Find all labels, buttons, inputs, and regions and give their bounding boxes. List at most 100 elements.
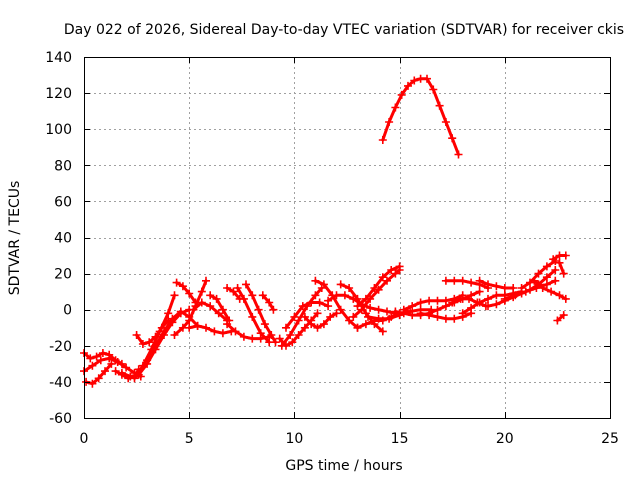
data-point	[277, 341, 286, 350]
data-point	[248, 312, 257, 321]
data-point	[336, 280, 345, 289]
y-tick-label: 120	[45, 86, 72, 102]
data-point	[378, 273, 387, 282]
series-line	[82, 356, 143, 378]
data-point	[288, 338, 297, 347]
data-point	[448, 298, 457, 307]
data-point	[126, 372, 135, 381]
data-point	[410, 76, 419, 85]
y-tick-label: 80	[54, 158, 72, 174]
data-point	[387, 266, 396, 274]
data-point	[138, 340, 147, 348]
data-point	[256, 329, 265, 338]
data-point	[454, 150, 463, 159]
data-point	[332, 309, 341, 318]
data-point	[374, 314, 383, 323]
data-point	[423, 74, 431, 83]
data-point	[456, 294, 465, 303]
data-point	[88, 379, 97, 388]
data-point	[391, 103, 400, 112]
data-point	[433, 305, 442, 314]
data-point	[429, 85, 438, 94]
series-arc-10	[170, 276, 210, 339]
y-tick-label: 140	[45, 50, 72, 66]
data-point	[383, 276, 391, 285]
data-point	[96, 356, 105, 365]
series-arc-37	[475, 276, 518, 292]
data-point	[107, 359, 116, 368]
data-point	[206, 291, 215, 300]
data-point	[111, 367, 120, 376]
data-point	[290, 312, 299, 321]
data-point	[313, 309, 322, 318]
x-tick-label: 15	[391, 431, 409, 447]
data-point	[172, 278, 181, 287]
data-point	[559, 311, 568, 320]
data-point	[416, 309, 425, 318]
data-point	[385, 314, 394, 323]
data-point	[408, 302, 417, 311]
data-point	[315, 298, 324, 307]
data-point	[185, 289, 194, 298]
data-point	[117, 368, 126, 377]
data-point	[542, 262, 551, 271]
series-arc-22	[300, 309, 341, 332]
series-line	[208, 293, 231, 322]
data-point	[399, 305, 408, 314]
data-point	[521, 287, 530, 296]
data-point	[239, 294, 248, 303]
data-point	[484, 294, 492, 303]
data-point	[269, 305, 278, 314]
data-point	[160, 327, 168, 336]
data-point	[206, 302, 215, 311]
series-arc-39	[500, 276, 560, 303]
data-point	[313, 323, 322, 332]
series-arc-27	[349, 266, 404, 321]
data-point	[492, 291, 501, 300]
data-point	[340, 291, 349, 300]
data-point	[547, 287, 556, 296]
axis-ticks	[84, 57, 611, 419]
data-point	[336, 305, 345, 314]
data-point	[549, 255, 558, 264]
data-point	[395, 266, 404, 274]
series-arc-21	[282, 298, 333, 332]
data-point	[94, 374, 103, 383]
data-point	[492, 282, 501, 291]
data-point	[551, 276, 560, 285]
data-point	[492, 300, 501, 309]
data-point	[130, 374, 139, 383]
data-point	[324, 296, 333, 305]
series-line	[135, 319, 170, 346]
data-point	[82, 377, 91, 386]
data-point	[267, 331, 276, 339]
data-point	[534, 269, 543, 278]
data-point	[433, 296, 442, 305]
data-point	[416, 298, 425, 307]
data-point	[319, 280, 328, 289]
y-axis-tick-labels: -60 -40 -20 0 20 40 60 80 100 120 140	[45, 50, 72, 427]
data-point	[458, 309, 467, 318]
data-point	[345, 284, 354, 292]
data-point	[311, 291, 320, 300]
data-point	[202, 276, 210, 285]
series-arc-11	[185, 321, 236, 338]
data-point	[349, 312, 358, 321]
data-point	[332, 291, 341, 300]
series-arc-44	[553, 311, 568, 325]
chart-title: Day 022 of 2026, Sidereal Day-to-day VTE…	[64, 22, 624, 38]
series-arc-17	[242, 280, 280, 347]
data-point	[105, 354, 114, 363]
data-point	[538, 284, 547, 292]
data-point	[260, 320, 269, 329]
data-point	[553, 316, 562, 325]
data-point	[231, 327, 240, 336]
data-point	[294, 316, 303, 325]
data-point	[242, 280, 250, 289]
data-point	[151, 332, 160, 341]
data-point	[542, 280, 551, 289]
data-point	[370, 284, 379, 292]
data-point	[458, 276, 467, 285]
